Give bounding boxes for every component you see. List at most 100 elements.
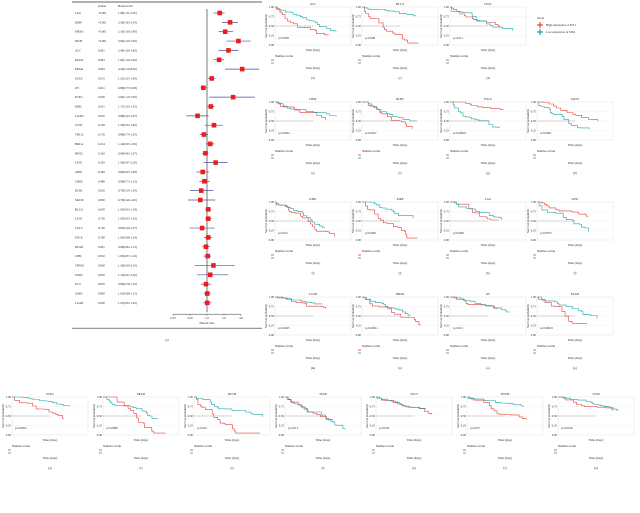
y-axis-label: Survival probability bbox=[275, 403, 278, 428]
y-tick-label: 0.75 bbox=[356, 305, 362, 309]
row-hr-text: 0.94(0.82-1.07) bbox=[118, 151, 137, 155]
y-tick-label: 0.75 bbox=[531, 210, 537, 214]
hr-marker bbox=[236, 38, 241, 44]
row-pvalue: 0.214 bbox=[98, 142, 105, 146]
y-tick-label: 1.00 bbox=[269, 295, 275, 299]
x-tick-label: 1.0 bbox=[205, 316, 209, 320]
y-axis-label: Survival probability bbox=[2, 403, 5, 428]
risk-x-label: Time (days) bbox=[568, 356, 582, 360]
y-tick-label: 1.00 bbox=[370, 395, 376, 399]
row-cancer: UVM bbox=[75, 123, 82, 127]
x-axis-label: Time (days) bbox=[393, 48, 407, 52]
p-value: p=0.039 bbox=[379, 426, 389, 430]
p-value: p=0.0016 bbox=[561, 426, 573, 430]
row-cancer: LUAD bbox=[75, 301, 84, 305]
row-pvalue: 0.801 bbox=[98, 245, 105, 249]
panel-label: (a) bbox=[165, 338, 168, 342]
risk-table-title: Number at risk bbox=[467, 444, 485, 448]
survival-curve-high bbox=[285, 396, 333, 421]
y-tick-label: 0.25 bbox=[531, 129, 537, 133]
row-cancer: HNSC bbox=[75, 151, 83, 155]
row-hr-text: 1.14(0.67-2.40) bbox=[118, 273, 137, 277]
risk-x-label: Time (days) bbox=[568, 261, 582, 265]
row-cancer: LIHC bbox=[75, 254, 82, 258]
hr-marker bbox=[239, 66, 245, 72]
y-tick-label: 0.25 bbox=[97, 424, 103, 428]
risk-x-label: Time (days) bbox=[306, 66, 320, 70]
row-cancer: SKCM bbox=[75, 198, 84, 202]
y-tick-label: 1.00 bbox=[279, 395, 285, 399]
row-cancer: PCPG bbox=[75, 95, 83, 99]
y-tick-label: 1.00 bbox=[444, 295, 450, 299]
row-hr-text: 1.68(1.31-2.05) bbox=[118, 11, 137, 15]
survival-curve-low bbox=[376, 396, 427, 409]
y-tick-label: 0.00 bbox=[356, 238, 362, 242]
panel-letter: (j) bbox=[399, 271, 402, 275]
row-hr-text: 1.14(0.95-1.36) bbox=[118, 142, 137, 146]
km-panel-acc: ACC 0.00 0.25 0.50 0.75 1.00 Survival probabil… bbox=[265, 2, 352, 80]
panel-letter: (r) bbox=[140, 466, 143, 470]
x-axis-label: Time (days) bbox=[481, 143, 495, 147]
panel-letter: (s) bbox=[230, 466, 233, 470]
row-pvalue: 0.760 bbox=[98, 235, 105, 239]
hr-marker bbox=[195, 113, 200, 119]
y-tick-label: 0.50 bbox=[444, 119, 450, 123]
survival-curve-low bbox=[450, 201, 502, 221]
survival-curve-high bbox=[450, 101, 504, 110]
row-cancer: PRAD bbox=[75, 67, 84, 71]
row-pvalue: 0.810 bbox=[98, 254, 105, 258]
y-tick-label: 0.50 bbox=[370, 414, 376, 418]
hr-marker bbox=[204, 291, 210, 296]
y-axis-label: Survival probability bbox=[352, 13, 355, 38]
y-tick-label: 0.00 bbox=[269, 138, 275, 142]
survival-curve-high bbox=[558, 396, 614, 411]
p-value: p=0.00019 bbox=[453, 131, 466, 135]
y-tick-label: 0.75 bbox=[461, 405, 467, 409]
x-tick-label: 2.0 bbox=[222, 316, 226, 320]
p-value: p=0.0054 bbox=[15, 426, 27, 430]
y-tick-label: 0.00 bbox=[370, 433, 376, 437]
legend-entry: Low expression of SIX1 bbox=[546, 30, 576, 34]
row-pvalue: 0.870 bbox=[98, 282, 105, 286]
y-tick-label: 0.75 bbox=[97, 405, 103, 409]
row-pvalue: <0.001 bbox=[98, 20, 107, 24]
row-pvalue: 0.031 bbox=[98, 105, 105, 109]
row-hr-text: 3.60(2.20-5.90) bbox=[118, 39, 137, 43]
row-hr-text: 0.86(0.77-0.98) bbox=[118, 86, 137, 90]
y-tick-label: 0.75 bbox=[269, 15, 275, 19]
p-value: p=0.0027 bbox=[365, 131, 377, 135]
y-tick-label: 1.00 bbox=[356, 295, 362, 299]
hr-marker bbox=[205, 207, 211, 212]
y-axis-label: Survival probability bbox=[352, 303, 355, 328]
p-value: p=0.0088 bbox=[106, 426, 118, 430]
hr-marker bbox=[197, 197, 203, 203]
row-hr-text: 0.90(0.73-1.12) bbox=[118, 179, 137, 183]
panel-title: OV bbox=[486, 292, 491, 296]
risk-x-label: Time (days) bbox=[393, 66, 407, 70]
row-hr-text: 2.90(1.10-7.00) bbox=[118, 95, 137, 99]
row-cancer: PAAD bbox=[75, 58, 84, 62]
row-pvalue: 0.001 bbox=[98, 48, 105, 52]
row-pvalue: 0.830 bbox=[98, 263, 105, 267]
survival-curve-low bbox=[450, 6, 514, 31]
row-cancer: OV bbox=[75, 86, 80, 90]
risk-x-label: Time (days) bbox=[481, 66, 495, 70]
survival-curve-low bbox=[275, 296, 323, 305]
panel-letter: (c) bbox=[398, 76, 401, 80]
y-axis-label: Survival probability bbox=[265, 13, 268, 38]
hr-marker bbox=[198, 188, 204, 193]
km-panel-luad: LUAD 0.00 0.25 0.50 0.75 1.00 Survival probabi… bbox=[265, 292, 352, 370]
survival-curve-low bbox=[194, 396, 263, 417]
p-value: p=0.021 bbox=[197, 426, 207, 430]
risk-table-title: Number at risk bbox=[275, 54, 293, 58]
y-tick-label: 1.00 bbox=[531, 295, 537, 299]
km-panel-lgg: LGG 0.00 0.25 0.50 0.75 1.00 Survival probabil… bbox=[440, 197, 527, 275]
survival-curve-high bbox=[12, 396, 64, 420]
y-tick-label: 0.75 bbox=[356, 110, 362, 114]
survival-curve-low bbox=[558, 396, 619, 411]
row-pvalue: <0.001 bbox=[98, 39, 107, 43]
hr-marker bbox=[207, 141, 213, 147]
y-tick-label: 0.25 bbox=[461, 424, 467, 428]
hr-marker bbox=[208, 104, 214, 109]
panel-letter: (d) bbox=[486, 76, 490, 80]
